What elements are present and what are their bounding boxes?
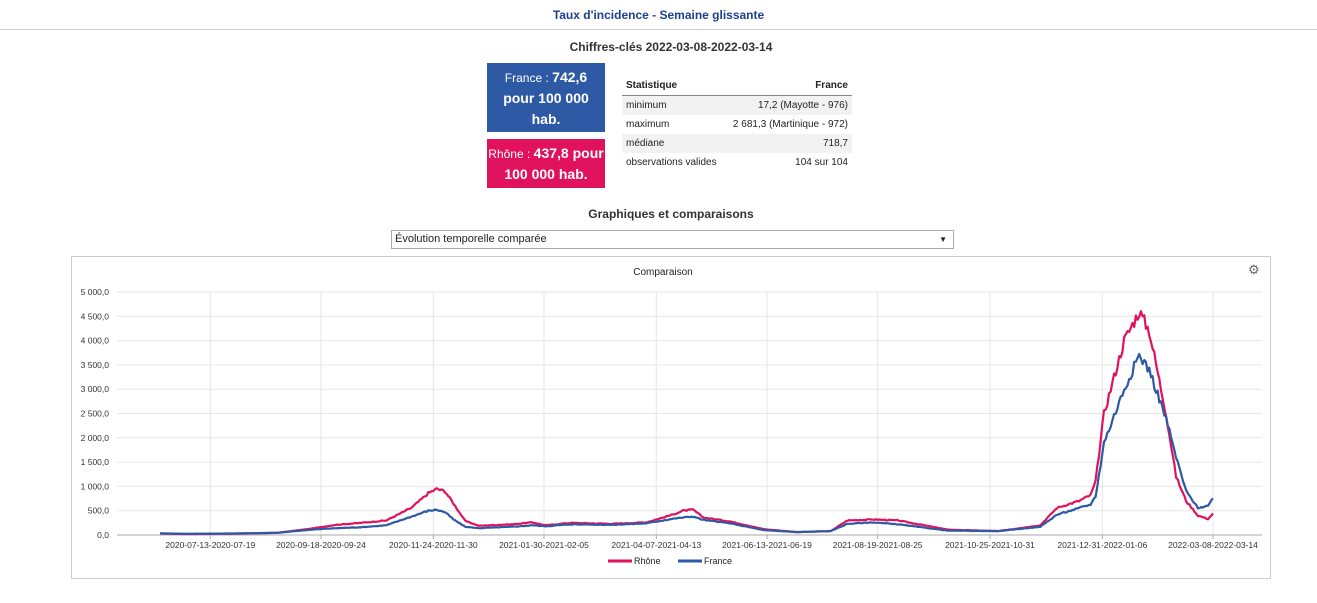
kpi-france-prefix: France : xyxy=(504,71,553,85)
kpi-rhone-prefix: Rhône : xyxy=(488,147,534,161)
kpi-rhone-value: 437,8 pour xyxy=(533,145,604,161)
x-tick-label: 2021-10-25-2021-10-31 xyxy=(945,540,1035,550)
kpi-rhone-line2: 100 000 hab. xyxy=(504,166,588,182)
table-row: minimum 17,2 (Mayotte - 976) xyxy=(622,95,852,115)
dropdown-caret-icon: ▼ xyxy=(939,235,947,244)
stats-value: 104 sur 104 xyxy=(795,157,848,168)
x-tick-label: 2021-06-13-2021-06-19 xyxy=(722,540,812,550)
y-tick-label: 1 000,0 xyxy=(81,481,110,491)
chart-title: Comparaison xyxy=(633,267,692,278)
y-tick-label: 4 500,0 xyxy=(81,311,110,321)
y-tick-label: 3 000,0 xyxy=(81,384,110,394)
y-tick-label: 0,0 xyxy=(97,530,109,540)
stats-header-france: France xyxy=(724,76,852,96)
page-title: Taux d'incidence - Semaine glissante xyxy=(552,8,765,22)
chart-type-select[interactable]: Évolution temporelle comparée ▼ xyxy=(391,230,954,249)
stats-label: médiane xyxy=(622,134,725,153)
stats-value: 2 681,3 (Martinique - 972) xyxy=(732,119,848,130)
kpi-france-value: 742,6 xyxy=(552,69,588,85)
table-row: observations valides 104 sur 104 xyxy=(622,153,852,172)
kpi-france-line3: hab. xyxy=(531,111,561,127)
stats-label: minimum xyxy=(622,95,725,115)
x-tick-label: 2020-11-24-2020-11-30 xyxy=(389,540,478,550)
legend-label-france: France xyxy=(704,556,732,566)
series-line-france xyxy=(160,352,1214,535)
stats-label: observations valides xyxy=(626,157,717,168)
stats-header-row: Statistique France xyxy=(622,76,852,96)
stats-value: 17,2 (Mayotte - 976) xyxy=(724,95,852,115)
y-tick-label: 3 500,0 xyxy=(81,360,110,370)
stats-label: maximum xyxy=(626,119,670,130)
kpi-france-line2: pour 100 000 xyxy=(503,90,589,106)
x-tick-label: 2021-12-31-2022-01-06 xyxy=(1057,540,1147,550)
series-line-rhone xyxy=(160,310,1214,536)
table-row: médiane 718,7 xyxy=(622,134,852,153)
x-tick-label: 2020-07-13-2020-07-19 xyxy=(165,540,255,550)
chart-type-select-value: Évolution temporelle comparée xyxy=(395,233,547,245)
y-tick-label: 1 500,0 xyxy=(81,457,110,467)
gear-icon[interactable]: ⚙ xyxy=(1248,262,1260,277)
title-divider xyxy=(0,29,1317,30)
stats-value: 718,7 xyxy=(724,134,852,153)
y-tick-label: 2 000,0 xyxy=(81,433,110,443)
kpi-france-card: France : 742,6 pour 100 000 hab. xyxy=(487,63,605,132)
y-tick-label: 5 000,0 xyxy=(81,287,110,297)
x-tick-label: 2021-08-19-2021-08-25 xyxy=(833,540,923,550)
stats-header-stat: Statistique xyxy=(622,76,725,96)
table-row: maximum 2 681,3 (Martinique - 972) xyxy=(622,115,852,134)
legend-label-rhone: Rhône xyxy=(634,556,661,566)
charts-section-title: Graphiques et comparaisons xyxy=(588,207,754,221)
y-tick-label: 500,0 xyxy=(88,506,110,516)
comparison-chart-panel xyxy=(71,256,1271,579)
y-tick-label: 4 000,0 xyxy=(81,336,110,346)
x-tick-label: 2020-09-18-2020-09-24 xyxy=(276,540,366,550)
key-figures-title: Chiffres-clés 2022-03-08-2022-03-14 xyxy=(569,40,773,54)
x-tick-label: 2022-03-08-2022-03-14 xyxy=(1168,540,1258,550)
stats-table: Statistique France minimum 17,2 (Mayotte… xyxy=(622,76,852,172)
y-tick-label: 2 500,0 xyxy=(81,409,110,419)
kpi-rhone-card: Rhône : 437,8 pour 100 000 hab. xyxy=(487,139,605,188)
x-tick-label: 2021-01-30-2021-02-05 xyxy=(499,540,589,550)
x-tick-label: 2021-04-07-2021-04-13 xyxy=(611,540,701,550)
